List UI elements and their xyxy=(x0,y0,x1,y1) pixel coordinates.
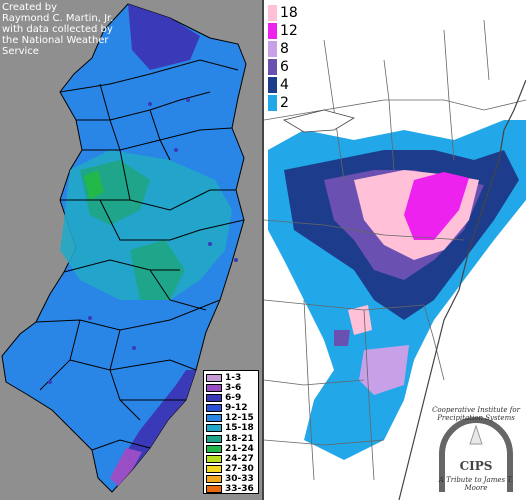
legend-label: 18 xyxy=(280,5,298,21)
nj-county-lines xyxy=(35,59,245,451)
legend-label: 6-9 xyxy=(225,393,242,404)
credit-line-2: Raymond C. Martin, Jr. xyxy=(2,13,114,24)
nj-legend-row: 15-18 xyxy=(206,423,256,433)
legend-swatch xyxy=(268,95,277,111)
legend-swatch xyxy=(268,5,277,21)
legend-label: 4 xyxy=(280,77,289,93)
legend-label: 8 xyxy=(280,41,289,57)
us-legend: 18 12 8 6 4 2 xyxy=(268,4,304,112)
purple-patch xyxy=(334,330,350,346)
lavender-patch xyxy=(359,345,409,395)
legend-swatch xyxy=(268,41,277,57)
legend-swatch xyxy=(206,374,222,382)
us-legend-row: 4 xyxy=(268,76,304,94)
us-precip-map-panel: 18 12 8 6 4 2 Cooperative Institute for … xyxy=(262,0,526,500)
us-legend-row: 6 xyxy=(268,58,304,76)
legend-label: 24-27 xyxy=(225,453,254,464)
legend-swatch xyxy=(268,23,277,39)
us-legend-row: 2 xyxy=(268,94,304,112)
legend-label: 21-24 xyxy=(225,443,254,454)
nj-station-dots xyxy=(48,32,238,384)
nj-legend-row: 27-30 xyxy=(206,464,256,474)
nj-bright-green-patch xyxy=(84,170,104,200)
credit-line-1: Created by xyxy=(2,2,58,13)
cips-top-text: Cooperative Institute for Precipitation … xyxy=(432,406,520,422)
us-state-lines xyxy=(264,19,526,481)
nj-legend-row: 30-33 xyxy=(206,474,256,484)
credit-line-3: with data collected by xyxy=(2,24,113,35)
pink-patch xyxy=(348,305,372,335)
nj-legend-row: 24-27 xyxy=(206,454,256,464)
legend-label: 12 xyxy=(280,23,298,39)
nj-snowfall-map-panel: Created by Raymond C. Martin, Jr. with d… xyxy=(0,0,262,500)
cips-arch-icon xyxy=(439,417,513,492)
us-legend-row: 18 xyxy=(268,4,304,22)
nj-legend: 1-3 3-6 6-9 9-12 12-15 15-18 18-21 21-24… xyxy=(203,370,259,494)
legend-label: 6 xyxy=(280,59,289,75)
nj-legend-row: 33-36 xyxy=(206,484,256,494)
legend-swatch xyxy=(268,59,277,75)
magenta-core xyxy=(404,172,469,240)
us-legend-row: 8 xyxy=(268,40,304,58)
us-legend-row: 12 xyxy=(268,22,304,40)
cips-subtitle: A Tribute to James T. Moore xyxy=(438,476,514,492)
nj-legend-row: 1-3 xyxy=(206,373,256,383)
great-lakes xyxy=(282,109,356,133)
legend-label: 30-33 xyxy=(225,473,254,484)
legend-label: 33-36 xyxy=(225,484,254,495)
legend-swatch xyxy=(268,77,277,93)
legend-swatch xyxy=(206,404,222,413)
nj-legend-row: 12-15 xyxy=(206,413,256,423)
legend-swatch xyxy=(206,434,222,443)
nj-dark-north xyxy=(128,4,200,70)
legend-swatch xyxy=(206,464,222,473)
legend-swatch xyxy=(206,414,222,423)
cips-logo: Cooperative Institute for Precipitation … xyxy=(430,404,522,496)
nj-map xyxy=(1,3,247,493)
legend-label: 1-3 xyxy=(225,373,242,383)
legend-label: 2 xyxy=(280,95,289,111)
map-credit: Created by Raymond C. Martin, Jr. with d… xyxy=(2,2,122,57)
legend-label: 27-30 xyxy=(225,463,254,474)
atlantic-coastline xyxy=(398,79,526,500)
nj-purple-tip xyxy=(110,448,142,486)
legend-swatch xyxy=(206,444,222,453)
legend-swatch xyxy=(206,384,222,393)
legend-swatch xyxy=(206,454,222,463)
nj-legend-row: 21-24 xyxy=(206,444,256,454)
legend-label: 15-18 xyxy=(225,423,254,434)
credit-line-5: Service xyxy=(2,46,39,57)
legend-label: 9-12 xyxy=(225,403,248,414)
us-map xyxy=(264,19,526,500)
legend-swatch xyxy=(206,424,222,433)
legend-label: 3-6 xyxy=(225,383,242,394)
legend-label: 18-21 xyxy=(225,433,254,444)
legend-swatch xyxy=(206,474,222,483)
credit-line-4: the National Weather xyxy=(2,35,109,46)
nj-legend-row: 9-12 xyxy=(206,403,256,413)
legend-swatch xyxy=(206,394,222,403)
legend-swatch xyxy=(206,485,222,494)
nj-legend-row: 6-9 xyxy=(206,393,256,403)
nj-legend-row: 3-6 xyxy=(206,383,256,393)
nj-legend-row: 18-21 xyxy=(206,434,256,444)
legend-label: 12-15 xyxy=(225,413,254,424)
cips-name: CIPS xyxy=(459,459,493,473)
